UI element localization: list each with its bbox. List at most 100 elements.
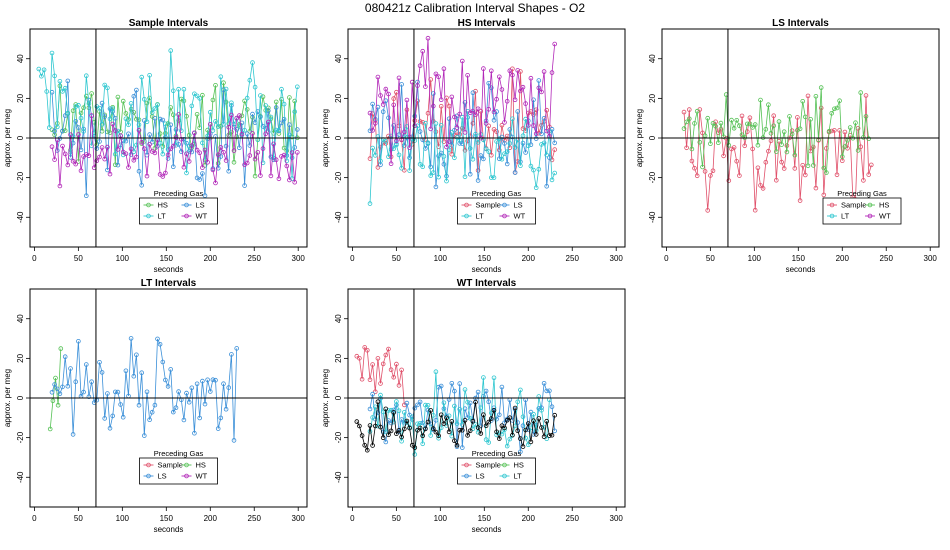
data-point bbox=[370, 145, 375, 151]
data-point bbox=[394, 361, 399, 367]
data-point bbox=[136, 122, 142, 127]
data-point bbox=[417, 399, 423, 405]
data-point bbox=[454, 421, 460, 427]
data-point bbox=[200, 171, 205, 176]
data-point bbox=[473, 399, 478, 405]
data-point bbox=[496, 156, 502, 162]
data-point bbox=[457, 381, 463, 386]
legend-entry-LT: LT bbox=[514, 472, 523, 481]
data-point bbox=[181, 86, 187, 92]
data-point bbox=[292, 179, 298, 185]
data-point bbox=[449, 94, 455, 100]
data-point bbox=[394, 142, 399, 148]
data-point bbox=[263, 103, 269, 108]
data-point bbox=[49, 389, 55, 395]
data-point bbox=[55, 402, 61, 408]
data-point bbox=[491, 127, 497, 132]
data-point bbox=[541, 140, 547, 146]
data-point bbox=[438, 123, 444, 128]
data-point bbox=[694, 173, 700, 179]
data-point bbox=[84, 152, 89, 157]
data-point bbox=[215, 124, 221, 129]
data-point bbox=[231, 148, 237, 153]
data-point bbox=[430, 91, 436, 96]
data-point bbox=[444, 178, 449, 184]
data-point bbox=[273, 127, 279, 133]
x-tick-label: 150 bbox=[478, 514, 492, 523]
data-point bbox=[386, 418, 391, 423]
data-point bbox=[78, 147, 84, 153]
data-point bbox=[494, 139, 499, 144]
data-point bbox=[294, 84, 300, 90]
data-point bbox=[705, 208, 710, 213]
data-point bbox=[779, 142, 784, 147]
data-point bbox=[244, 95, 250, 101]
data-point bbox=[478, 108, 484, 114]
data-point bbox=[441, 406, 447, 412]
data-point bbox=[441, 162, 447, 167]
data-point bbox=[367, 429, 373, 434]
data-point bbox=[62, 128, 68, 133]
data-point bbox=[404, 418, 410, 424]
legend-title: Preceding Gas bbox=[472, 189, 522, 198]
data-point bbox=[78, 168, 84, 174]
data-point bbox=[528, 163, 534, 169]
data-point bbox=[715, 140, 721, 146]
data-point bbox=[383, 439, 389, 445]
data-point bbox=[425, 419, 431, 425]
legend-swatch-marker bbox=[502, 462, 507, 468]
data-point bbox=[268, 114, 274, 120]
data-point bbox=[134, 154, 139, 160]
y-tick-label: -20 bbox=[334, 431, 343, 443]
data-point bbox=[367, 110, 373, 116]
data-point bbox=[399, 434, 404, 440]
data-point bbox=[499, 384, 505, 390]
data-point bbox=[57, 391, 63, 397]
data-point bbox=[255, 150, 261, 155]
data-point bbox=[370, 362, 375, 367]
data-point bbox=[549, 177, 555, 183]
data-point bbox=[486, 419, 492, 425]
data-point bbox=[213, 83, 218, 88]
data-point bbox=[533, 185, 539, 191]
x-tick-label: 200 bbox=[204, 254, 218, 263]
y-tick-label: -40 bbox=[334, 211, 343, 223]
data-point bbox=[452, 114, 457, 120]
data-point bbox=[160, 174, 166, 179]
data-point bbox=[496, 436, 502, 441]
data-point bbox=[750, 125, 755, 130]
data-point bbox=[367, 377, 373, 383]
data-point bbox=[186, 399, 192, 405]
data-point bbox=[165, 121, 171, 126]
data-point bbox=[375, 134, 381, 139]
data-point bbox=[226, 132, 232, 138]
data-point bbox=[171, 409, 176, 415]
data-point bbox=[57, 79, 63, 84]
data-point bbox=[423, 120, 428, 126]
data-point bbox=[208, 122, 213, 127]
y-axis-label: approx. per meg bbox=[321, 109, 330, 167]
data-point bbox=[536, 416, 542, 421]
data-point bbox=[50, 398, 56, 404]
data-point bbox=[234, 115, 240, 121]
data-point bbox=[54, 148, 60, 153]
data-point bbox=[396, 427, 402, 433]
data-point bbox=[181, 417, 187, 423]
data-point bbox=[271, 141, 276, 147]
data-point bbox=[428, 433, 434, 438]
data-point bbox=[531, 112, 536, 117]
data-point bbox=[552, 41, 557, 47]
data-point bbox=[208, 389, 213, 394]
data-point bbox=[268, 173, 274, 179]
data-point bbox=[65, 78, 71, 84]
y-tick-label: -20 bbox=[16, 171, 25, 183]
data-point bbox=[136, 168, 142, 174]
y-tick-label: 40 bbox=[16, 314, 25, 323]
data-point bbox=[810, 144, 816, 150]
x-tick-label: 100 bbox=[116, 254, 130, 263]
data-point bbox=[504, 443, 510, 449]
data-point bbox=[829, 128, 834, 134]
data-point bbox=[157, 341, 163, 347]
